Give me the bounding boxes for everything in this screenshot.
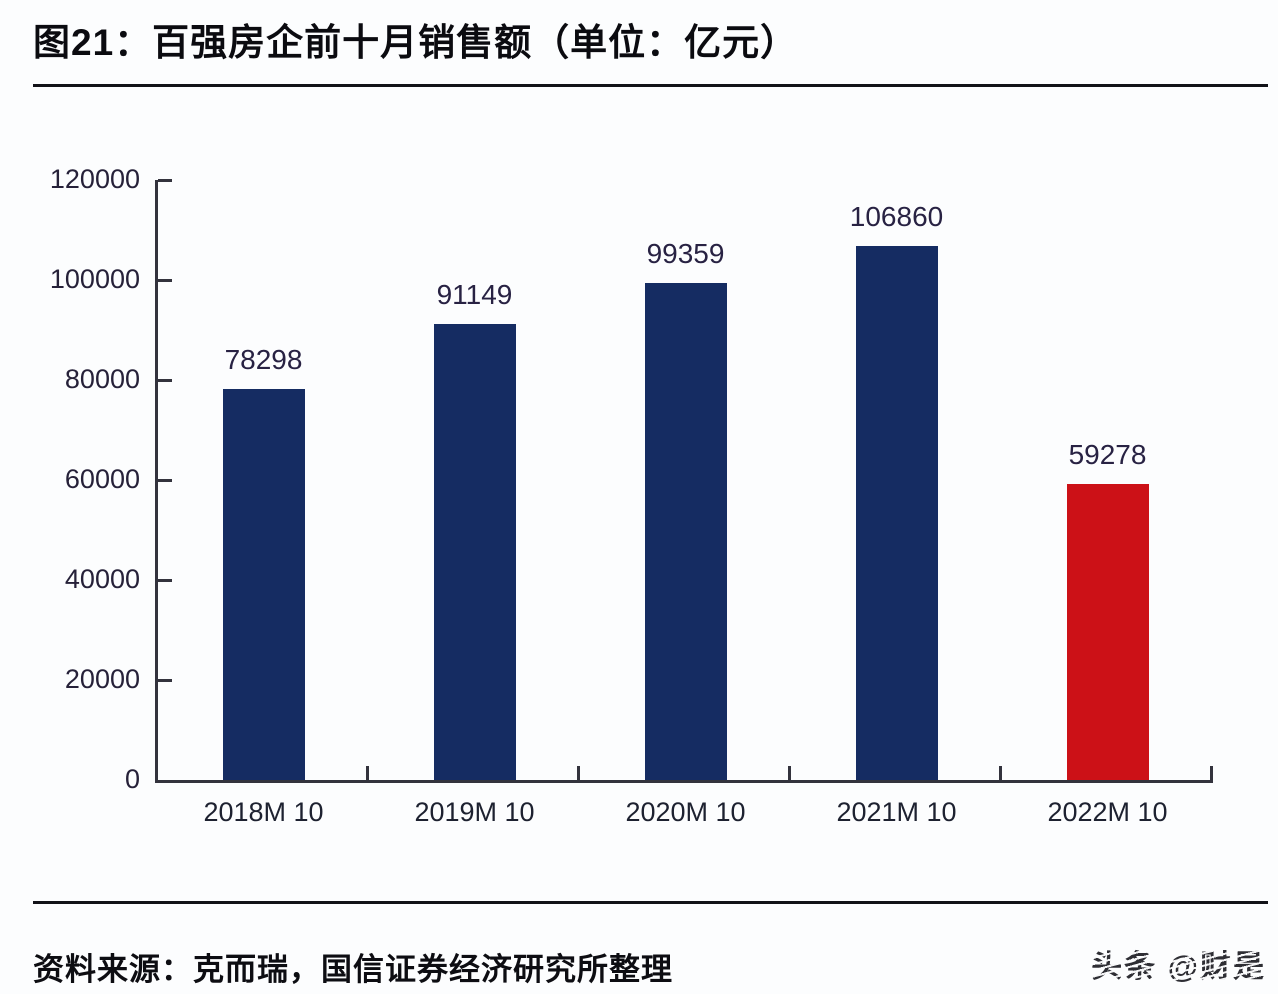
y-tick-mark [158,679,172,682]
bar-2019M10 [433,324,516,780]
bar-slot: 106860 2021M 10 [791,180,1002,827]
bar-slot: 78298 2018M 10 [158,180,369,827]
title-divider-line [33,84,1268,87]
bar-2021M10 [855,245,938,780]
y-tick-label: 20000 [64,664,140,694]
x-category-label: 2019M 10 [414,797,535,827]
x-category-label: 2022M 10 [1047,797,1168,827]
x-tick-mark [1210,766,1213,780]
y-tick-label: 0 [124,764,140,794]
bar-value-label: 59278 [1068,438,1147,470]
watermark-text: 头条 @财是 [1091,941,1266,986]
y-tick-mark [158,579,172,582]
page-title: 图21：百强房企前十月销售额（单位：亿元） [33,22,799,63]
x-category-label: 2020M 10 [625,797,746,827]
bar-2020M10 [644,283,727,780]
bar-value-label: 91149 [436,279,513,311]
y-tick-mark [158,479,172,482]
y-tick-mark [158,179,172,182]
x-tick-mark [788,766,791,780]
x-category-label: 2018M 10 [203,797,324,827]
bar-chart-plot-area: 0 20000 40000 60000 80000 100000 120000 78298 20… [50,164,1213,827]
bar-slot: 99359 2020M 10 [580,180,791,827]
x-category-label: 2021M 10 [836,797,957,827]
y-tick-label: 40000 [64,564,140,594]
y-tick-label: 80000 [64,364,140,394]
bar-slot: 91149 2019M 10 [369,180,580,827]
bar-value-label: 99359 [646,238,725,270]
bar-value-label: 78298 [224,343,303,375]
bar-slot: 59278 2022M 10 [1002,180,1213,827]
source-note: 资料来源：克而瑞，国信证券经济研究所整理 [33,952,673,987]
x-tick-mark [577,766,580,780]
y-tick-mark [158,279,172,282]
x-tick-mark [366,766,369,780]
bar-2018M10 [222,388,305,780]
y-tick-mark [158,379,172,382]
footer-divider-line [33,901,1268,904]
y-tick-label: 120000 [49,164,140,194]
bar-2022M10 [1066,483,1149,780]
bar-value-label: 106860 [849,200,944,232]
y-tick-label: 60000 [64,464,140,494]
y-tick-label: 100000 [49,264,140,294]
x-tick-mark [999,766,1002,780]
